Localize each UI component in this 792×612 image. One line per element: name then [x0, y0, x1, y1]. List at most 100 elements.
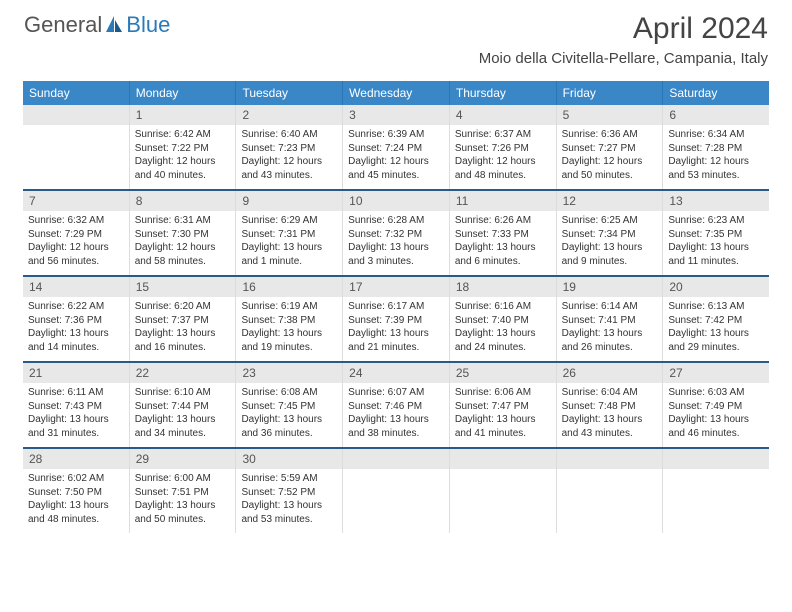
sunset-text: Sunset: 7:46 PM — [348, 400, 444, 414]
sunset-text: Sunset: 7:22 PM — [135, 142, 231, 156]
weekday-header: Wednesday — [343, 81, 450, 105]
day-number: 22 — [130, 363, 236, 383]
sunrise-text: Sunrise: 6:00 AM — [135, 472, 231, 486]
weekday-header: Friday — [557, 81, 664, 105]
sunrise-text: Sunrise: 6:34 AM — [668, 128, 764, 142]
sunrise-text: Sunrise: 6:26 AM — [455, 214, 551, 228]
sunrise-text: Sunrise: 6:40 AM — [241, 128, 337, 142]
day-cell — [450, 449, 557, 533]
sunrise-text: Sunrise: 6:04 AM — [562, 386, 658, 400]
month-title: April 2024 — [479, 12, 768, 46]
daylight-text: Daylight: 13 hours and 34 minutes. — [135, 413, 231, 440]
day-number: 16 — [236, 277, 342, 297]
day-content: Sunrise: 6:00 AMSunset: 7:51 PMDaylight:… — [130, 469, 236, 531]
sunset-text: Sunset: 7:51 PM — [135, 486, 231, 500]
week-row: 28Sunrise: 6:02 AMSunset: 7:50 PMDayligh… — [23, 449, 769, 533]
day-content: Sunrise: 6:06 AMSunset: 7:47 PMDaylight:… — [450, 383, 556, 445]
day-cell: 23Sunrise: 6:08 AMSunset: 7:45 PMDayligh… — [236, 363, 343, 447]
day-number: 7 — [23, 191, 129, 211]
day-content: Sunrise: 6:19 AMSunset: 7:38 PMDaylight:… — [236, 297, 342, 359]
sunset-text: Sunset: 7:27 PM — [562, 142, 658, 156]
daylight-text: Daylight: 13 hours and 29 minutes. — [668, 327, 764, 354]
day-number: 18 — [450, 277, 556, 297]
day-content: Sunrise: 6:17 AMSunset: 7:39 PMDaylight:… — [343, 297, 449, 359]
day-number: 23 — [236, 363, 342, 383]
day-content: Sunrise: 6:11 AMSunset: 7:43 PMDaylight:… — [23, 383, 129, 445]
week-row: 1Sunrise: 6:42 AMSunset: 7:22 PMDaylight… — [23, 105, 769, 191]
day-number: 3 — [343, 105, 449, 125]
sunrise-text: Sunrise: 6:19 AM — [241, 300, 337, 314]
day-number — [557, 449, 663, 469]
day-content: Sunrise: 6:32 AMSunset: 7:29 PMDaylight:… — [23, 211, 129, 273]
sunrise-text: Sunrise: 6:20 AM — [135, 300, 231, 314]
daylight-text: Daylight: 13 hours and 36 minutes. — [241, 413, 337, 440]
weekday-header: Sunday — [23, 81, 130, 105]
sunset-text: Sunset: 7:31 PM — [241, 228, 337, 242]
day-content: Sunrise: 6:42 AMSunset: 7:22 PMDaylight:… — [130, 125, 236, 187]
daylight-text: Daylight: 13 hours and 43 minutes. — [562, 413, 658, 440]
weekday-header: Thursday — [450, 81, 557, 105]
day-cell: 17Sunrise: 6:17 AMSunset: 7:39 PMDayligh… — [343, 277, 450, 361]
daylight-text: Daylight: 13 hours and 41 minutes. — [455, 413, 551, 440]
logo: General Blue — [24, 12, 170, 38]
day-number: 2 — [236, 105, 342, 125]
sunset-text: Sunset: 7:50 PM — [28, 486, 124, 500]
day-number: 20 — [663, 277, 769, 297]
weeks-container: 1Sunrise: 6:42 AMSunset: 7:22 PMDaylight… — [23, 105, 769, 533]
day-cell: 4Sunrise: 6:37 AMSunset: 7:26 PMDaylight… — [450, 105, 557, 189]
sunrise-text: Sunrise: 6:16 AM — [455, 300, 551, 314]
sunrise-text: Sunrise: 6:03 AM — [668, 386, 764, 400]
day-number: 12 — [557, 191, 663, 211]
day-content: Sunrise: 6:23 AMSunset: 7:35 PMDaylight:… — [663, 211, 769, 273]
calendar: Sunday Monday Tuesday Wednesday Thursday… — [23, 81, 769, 533]
daylight-text: Daylight: 12 hours and 48 minutes. — [455, 155, 551, 182]
sunset-text: Sunset: 7:48 PM — [562, 400, 658, 414]
sunrise-text: Sunrise: 6:14 AM — [562, 300, 658, 314]
day-number — [663, 449, 769, 469]
day-content: Sunrise: 6:34 AMSunset: 7:28 PMDaylight:… — [663, 125, 769, 187]
daylight-text: Daylight: 13 hours and 11 minutes. — [668, 241, 764, 268]
day-content: Sunrise: 6:37 AMSunset: 7:26 PMDaylight:… — [450, 125, 556, 187]
sunset-text: Sunset: 7:36 PM — [28, 314, 124, 328]
day-number: 14 — [23, 277, 129, 297]
day-cell: 13Sunrise: 6:23 AMSunset: 7:35 PMDayligh… — [663, 191, 769, 275]
day-cell: 12Sunrise: 6:25 AMSunset: 7:34 PMDayligh… — [557, 191, 664, 275]
day-content: Sunrise: 6:07 AMSunset: 7:46 PMDaylight:… — [343, 383, 449, 445]
sunrise-text: Sunrise: 6:10 AM — [135, 386, 231, 400]
day-content: Sunrise: 6:04 AMSunset: 7:48 PMDaylight:… — [557, 383, 663, 445]
day-number: 11 — [450, 191, 556, 211]
day-cell: 11Sunrise: 6:26 AMSunset: 7:33 PMDayligh… — [450, 191, 557, 275]
day-content: Sunrise: 6:20 AMSunset: 7:37 PMDaylight:… — [130, 297, 236, 359]
daylight-text: Daylight: 13 hours and 1 minute. — [241, 241, 337, 268]
day-cell: 19Sunrise: 6:14 AMSunset: 7:41 PMDayligh… — [557, 277, 664, 361]
day-cell: 24Sunrise: 6:07 AMSunset: 7:46 PMDayligh… — [343, 363, 450, 447]
sunset-text: Sunset: 7:30 PM — [135, 228, 231, 242]
day-number: 13 — [663, 191, 769, 211]
sunrise-text: Sunrise: 6:42 AM — [135, 128, 231, 142]
sunset-text: Sunset: 7:33 PM — [455, 228, 551, 242]
daylight-text: Daylight: 12 hours and 45 minutes. — [348, 155, 444, 182]
weekday-header-row: Sunday Monday Tuesday Wednesday Thursday… — [23, 81, 769, 105]
day-content: Sunrise: 6:10 AMSunset: 7:44 PMDaylight:… — [130, 383, 236, 445]
day-cell: 16Sunrise: 6:19 AMSunset: 7:38 PMDayligh… — [236, 277, 343, 361]
day-cell — [557, 449, 664, 533]
daylight-text: Daylight: 13 hours and 53 minutes. — [241, 499, 337, 526]
day-cell: 20Sunrise: 6:13 AMSunset: 7:42 PMDayligh… — [663, 277, 769, 361]
day-cell: 1Sunrise: 6:42 AMSunset: 7:22 PMDaylight… — [130, 105, 237, 189]
sunset-text: Sunset: 7:29 PM — [28, 228, 124, 242]
sunrise-text: Sunrise: 6:17 AM — [348, 300, 444, 314]
day-number: 21 — [23, 363, 129, 383]
day-content: Sunrise: 6:08 AMSunset: 7:45 PMDaylight:… — [236, 383, 342, 445]
logo-text-general: General — [24, 12, 102, 38]
daylight-text: Daylight: 12 hours and 58 minutes. — [135, 241, 231, 268]
day-content: Sunrise: 6:26 AMSunset: 7:33 PMDaylight:… — [450, 211, 556, 273]
daylight-text: Daylight: 13 hours and 48 minutes. — [28, 499, 124, 526]
sunrise-text: Sunrise: 6:37 AM — [455, 128, 551, 142]
sunset-text: Sunset: 7:44 PM — [135, 400, 231, 414]
day-cell: 15Sunrise: 6:20 AMSunset: 7:37 PMDayligh… — [130, 277, 237, 361]
sunrise-text: Sunrise: 6:08 AM — [241, 386, 337, 400]
day-number: 5 — [557, 105, 663, 125]
day-content: Sunrise: 6:39 AMSunset: 7:24 PMDaylight:… — [343, 125, 449, 187]
sunset-text: Sunset: 7:39 PM — [348, 314, 444, 328]
sunrise-text: Sunrise: 6:02 AM — [28, 472, 124, 486]
